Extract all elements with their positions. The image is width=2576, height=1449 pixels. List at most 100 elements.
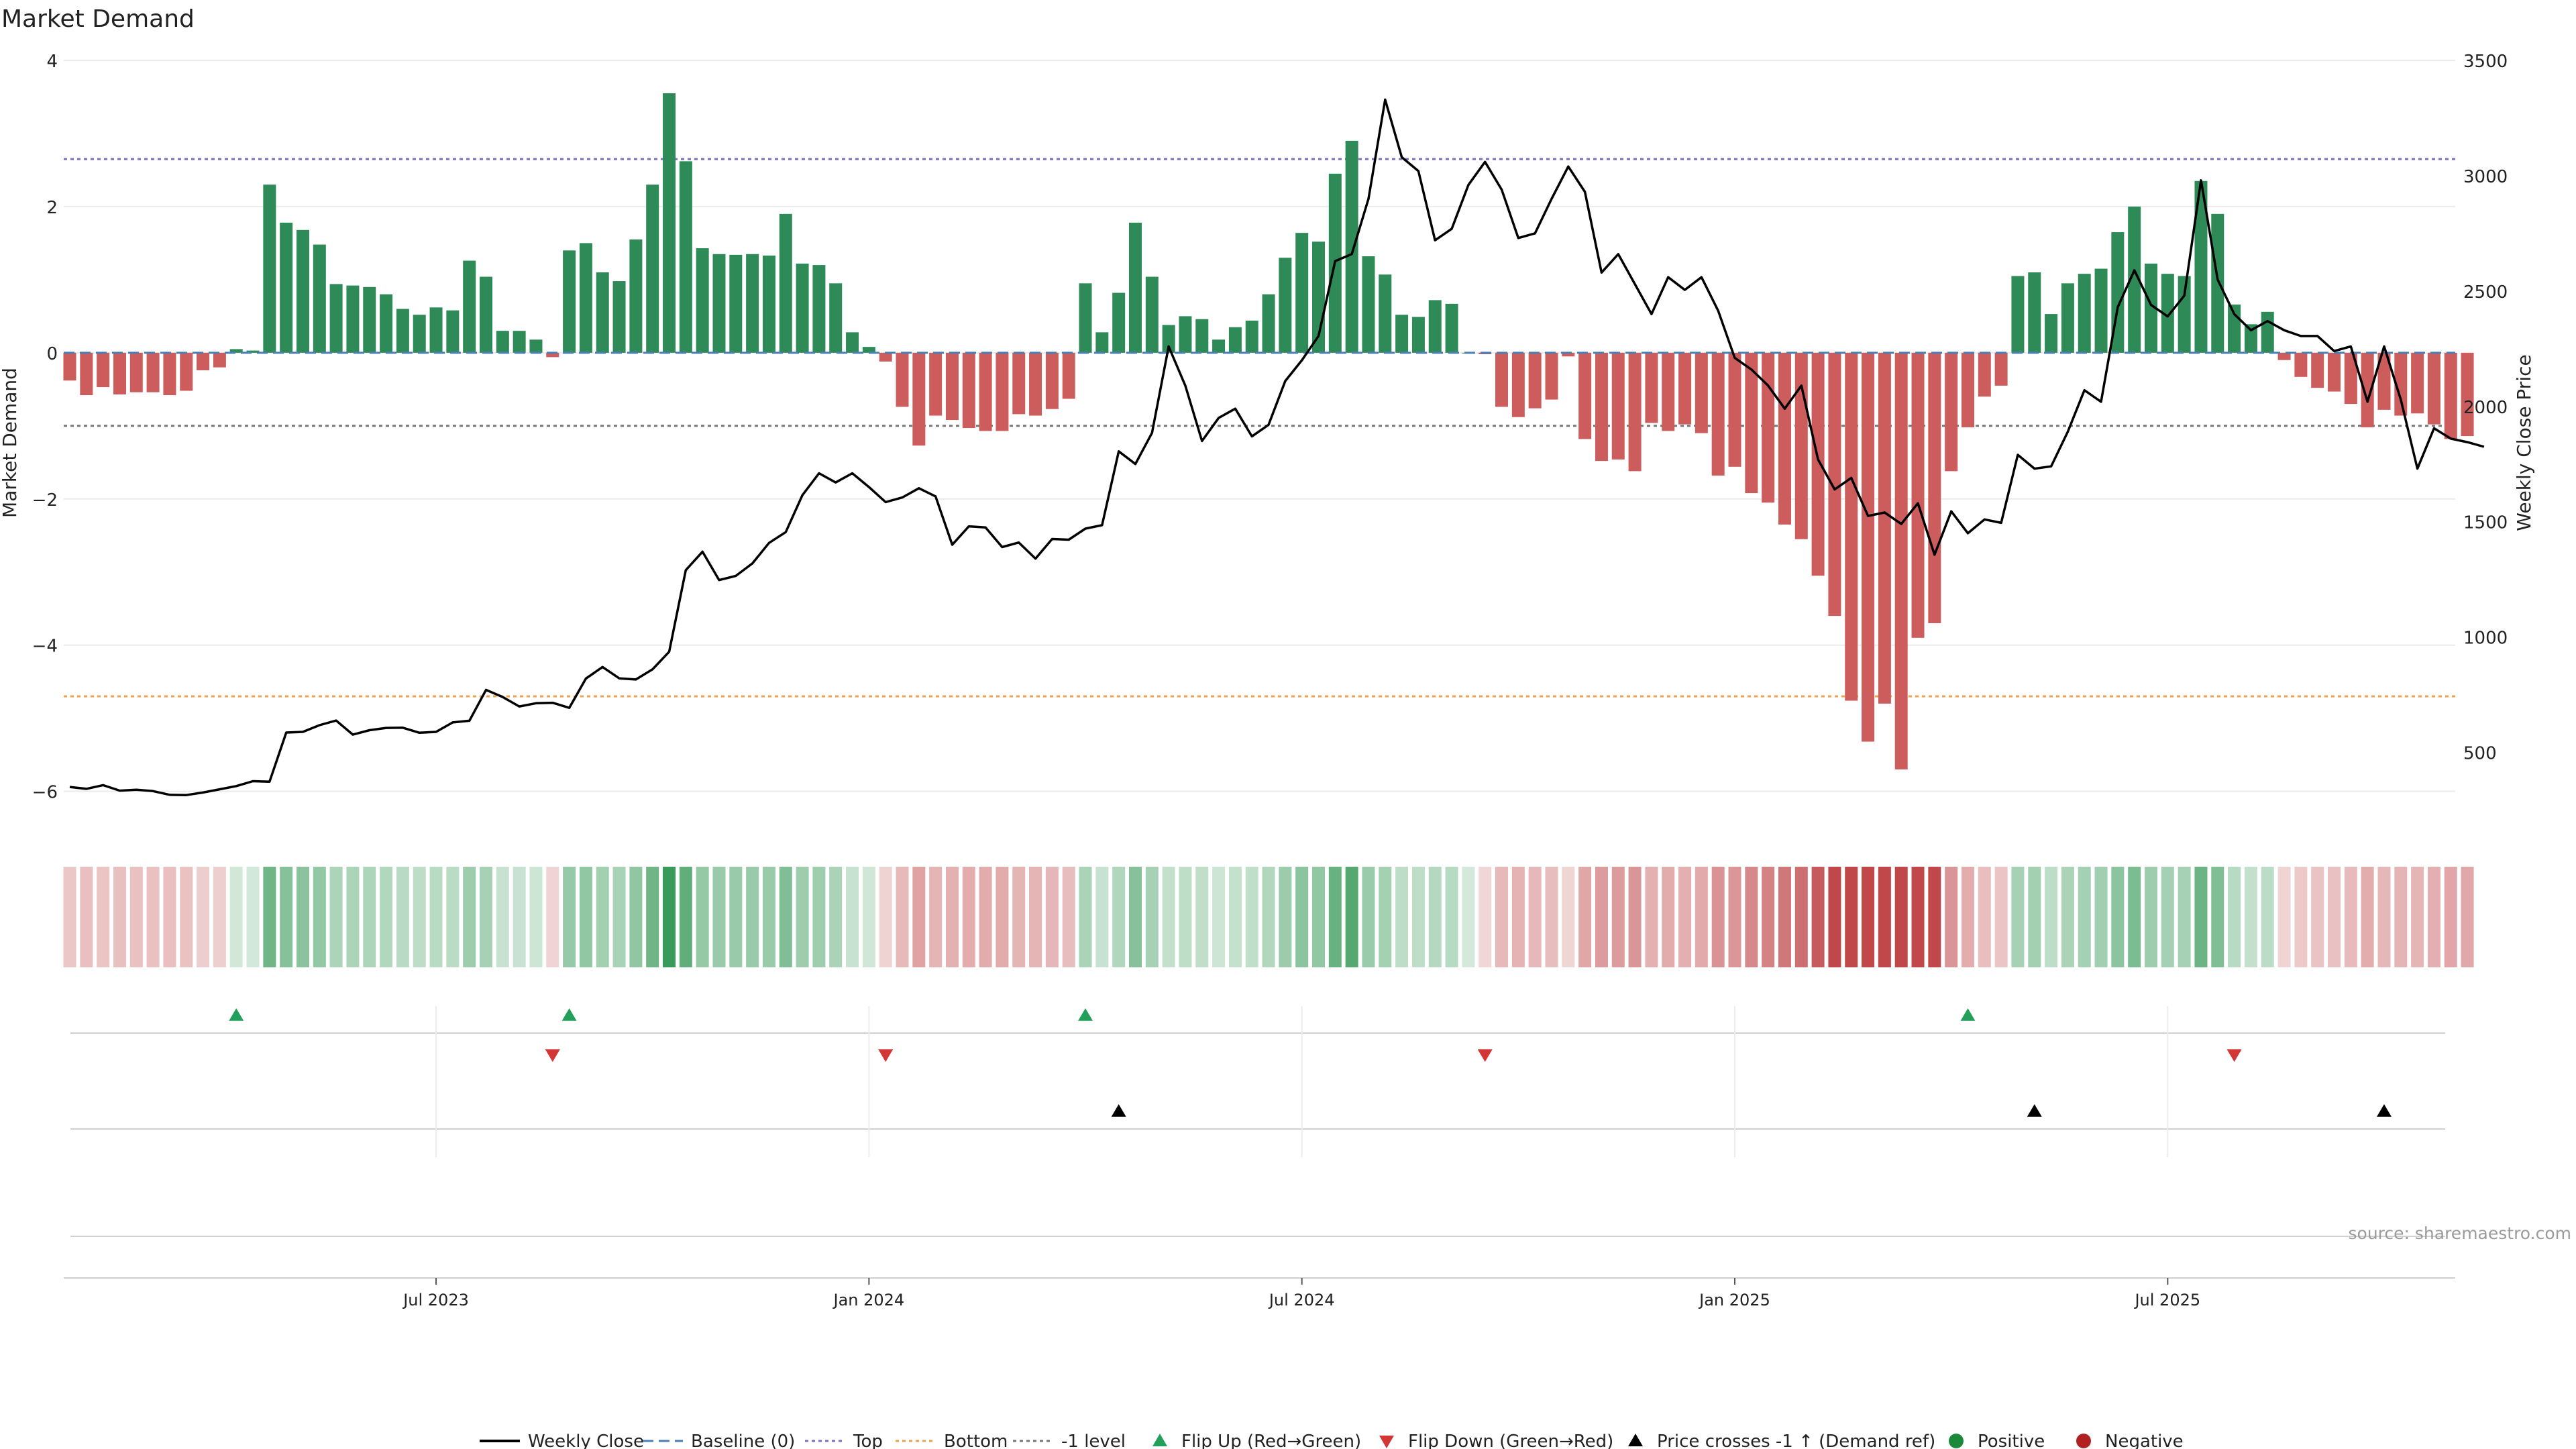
demand-bar-34 (629, 239, 643, 353)
demand-bar-51 (912, 352, 926, 446)
flip-up-marker-1 (561, 1008, 577, 1021)
demand-bar-127 (2178, 276, 2191, 353)
strip-cell-77 (1345, 867, 1358, 967)
demand-bar-23 (446, 310, 460, 353)
legend-item-8-label: Positive (1978, 1432, 2045, 1449)
demand-bar-83 (1445, 303, 1458, 353)
demand-bar-9 (213, 352, 226, 368)
demand-bar-49 (879, 352, 892, 362)
strip-cell-23 (446, 867, 460, 967)
strip-cell-71 (1245, 867, 1258, 967)
strip-cell-60 (1062, 867, 1075, 967)
demand-bar-33 (612, 281, 626, 353)
strip-cell-138 (2361, 867, 2374, 967)
strip-cell-109 (1878, 867, 1891, 967)
demand-bar-99 (1711, 352, 1725, 476)
right-axis-label: Weekly Close Price (2513, 354, 2535, 531)
strip-cell-88 (1528, 867, 1542, 967)
demand-bar-7 (180, 352, 193, 391)
strip-cell-41 (746, 867, 759, 967)
demand-bar-35 (646, 184, 659, 353)
x-tick-label-3: Jan 2025 (1698, 1291, 1770, 1309)
demand-bar-96 (1662, 352, 1675, 431)
strip-cell-78 (1362, 867, 1375, 967)
demand-bar-98 (1695, 352, 1708, 433)
demand-bar-4 (129, 352, 143, 392)
strip-cell-43 (779, 867, 792, 967)
strip-cell-115 (1978, 867, 1991, 967)
demand-bar-3 (113, 352, 126, 394)
demand-bars (63, 93, 2474, 769)
demand-bar-131 (2244, 324, 2257, 353)
demand-bar-97 (1678, 352, 1692, 425)
strip-cell-44 (796, 867, 809, 967)
strip-cell-53 (945, 867, 959, 967)
demand-bar-80 (1395, 315, 1409, 353)
strip-cell-45 (812, 867, 826, 967)
demand-bar-93 (1611, 352, 1625, 460)
demand-bar-114 (1961, 352, 1974, 427)
legend-item-9-marker (2076, 1434, 2091, 1448)
strip-cell-22 (429, 867, 443, 967)
demand-bar-72 (1262, 294, 1275, 353)
strip-cell-56 (996, 867, 1009, 967)
legend-item-6-marker (1379, 1436, 1394, 1448)
strip-cell-14 (296, 867, 309, 967)
demand-bar-132 (2261, 311, 2274, 353)
flip-up-marker-0 (229, 1008, 244, 1021)
demand-bar-110 (1894, 352, 1908, 769)
demand-heat-strip (63, 867, 2474, 967)
demand-bar-104 (1794, 352, 1808, 539)
strip-cell-85 (1479, 867, 1492, 967)
demand-bar-140 (2394, 352, 2408, 416)
demand-bar-78 (1362, 256, 1375, 353)
y2-tick-label-1: 3000 (2463, 167, 2508, 187)
strip-cell-84 (1462, 867, 1475, 967)
flip-down-marker-0 (545, 1049, 560, 1062)
demand-bar-79 (1379, 274, 1392, 353)
y2-tick-label-2: 2500 (2463, 282, 2508, 303)
y2-tick-label-0: 3500 (2463, 52, 2508, 72)
y-tick-label-0: 4 (46, 52, 58, 72)
demand-bar-31 (579, 243, 592, 353)
demand-bar-6 (163, 352, 176, 396)
flip-down-marker-3 (2226, 1049, 2242, 1062)
strip-cell-102 (1762, 867, 1775, 967)
demand-bar-82 (1428, 300, 1442, 353)
demand-bar-26 (496, 331, 509, 353)
strip-cell-132 (2261, 867, 2274, 967)
strip-cell-97 (1678, 867, 1692, 967)
strip-cell-2 (97, 867, 110, 967)
strip-cell-126 (2161, 867, 2174, 967)
strip-cell-54 (962, 867, 975, 967)
strip-cell-122 (2094, 867, 2108, 967)
demand-bar-59 (1045, 352, 1059, 409)
strip-cell-17 (346, 867, 360, 967)
y2-tick-label-3: 2000 (2463, 398, 2508, 418)
legend-item-3-label: Bottom (944, 1432, 1008, 1449)
strip-cell-1 (80, 867, 93, 967)
demand-bar-108 (1862, 352, 1875, 742)
y2-tick-label-5: 1000 (2463, 629, 2508, 649)
demand-bar-25 (480, 276, 492, 353)
demand-bar-36 (663, 93, 676, 353)
demand-bar-52 (929, 352, 943, 416)
demand-bar-20 (396, 309, 409, 353)
demand-bar-70 (1228, 327, 1242, 353)
strip-cell-108 (1862, 867, 1875, 967)
strip-cell-89 (1545, 867, 1558, 967)
demand-bar-107 (1845, 352, 1858, 701)
strip-cell-83 (1445, 867, 1458, 967)
demand-bar-38 (696, 248, 709, 353)
demand-bar-71 (1245, 320, 1258, 353)
legend-item-8-marker (1949, 1434, 1964, 1448)
demand-bar-117 (2011, 276, 2025, 353)
demand-bar-60 (1062, 352, 1075, 399)
strip-cell-19 (380, 867, 393, 967)
legend-item-9-label: Negative (2105, 1432, 2184, 1449)
strip-cell-125 (2145, 867, 2157, 967)
left-axis-label: Market Demand (0, 368, 21, 518)
price-cross-marker-1 (2027, 1104, 2042, 1117)
strip-cell-27 (513, 867, 526, 967)
